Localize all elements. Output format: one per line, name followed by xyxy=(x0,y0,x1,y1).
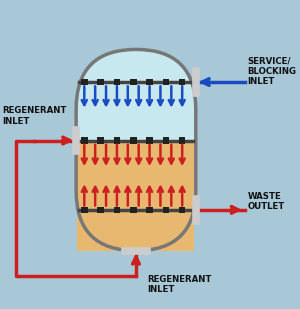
Bar xyxy=(97,207,104,213)
Bar xyxy=(179,79,185,85)
Bar xyxy=(146,79,153,85)
Text: WASTE
OUTLET: WASTE OUTLET xyxy=(248,192,285,211)
Text: REGENERANT
INLET: REGENERANT INLET xyxy=(147,275,211,294)
Bar xyxy=(146,207,153,213)
Bar xyxy=(179,137,185,144)
Bar xyxy=(81,137,88,144)
Bar xyxy=(163,207,169,213)
Bar xyxy=(146,137,153,144)
Text: REGENERANT
INLET: REGENERANT INLET xyxy=(3,106,67,126)
Bar xyxy=(130,137,136,144)
Bar xyxy=(81,79,88,85)
Bar xyxy=(179,207,185,213)
Bar xyxy=(97,79,104,85)
Bar xyxy=(114,207,120,213)
FancyBboxPatch shape xyxy=(76,49,196,251)
Bar xyxy=(163,137,169,144)
Bar xyxy=(130,79,136,85)
Bar xyxy=(114,79,120,85)
Text: SERVICE/
BLOCKING
INLET: SERVICE/ BLOCKING INLET xyxy=(248,56,296,86)
Bar xyxy=(163,79,169,85)
Bar xyxy=(77,141,194,251)
Bar xyxy=(114,137,120,144)
Bar xyxy=(97,137,104,144)
Bar xyxy=(130,207,136,213)
Bar xyxy=(81,207,88,213)
